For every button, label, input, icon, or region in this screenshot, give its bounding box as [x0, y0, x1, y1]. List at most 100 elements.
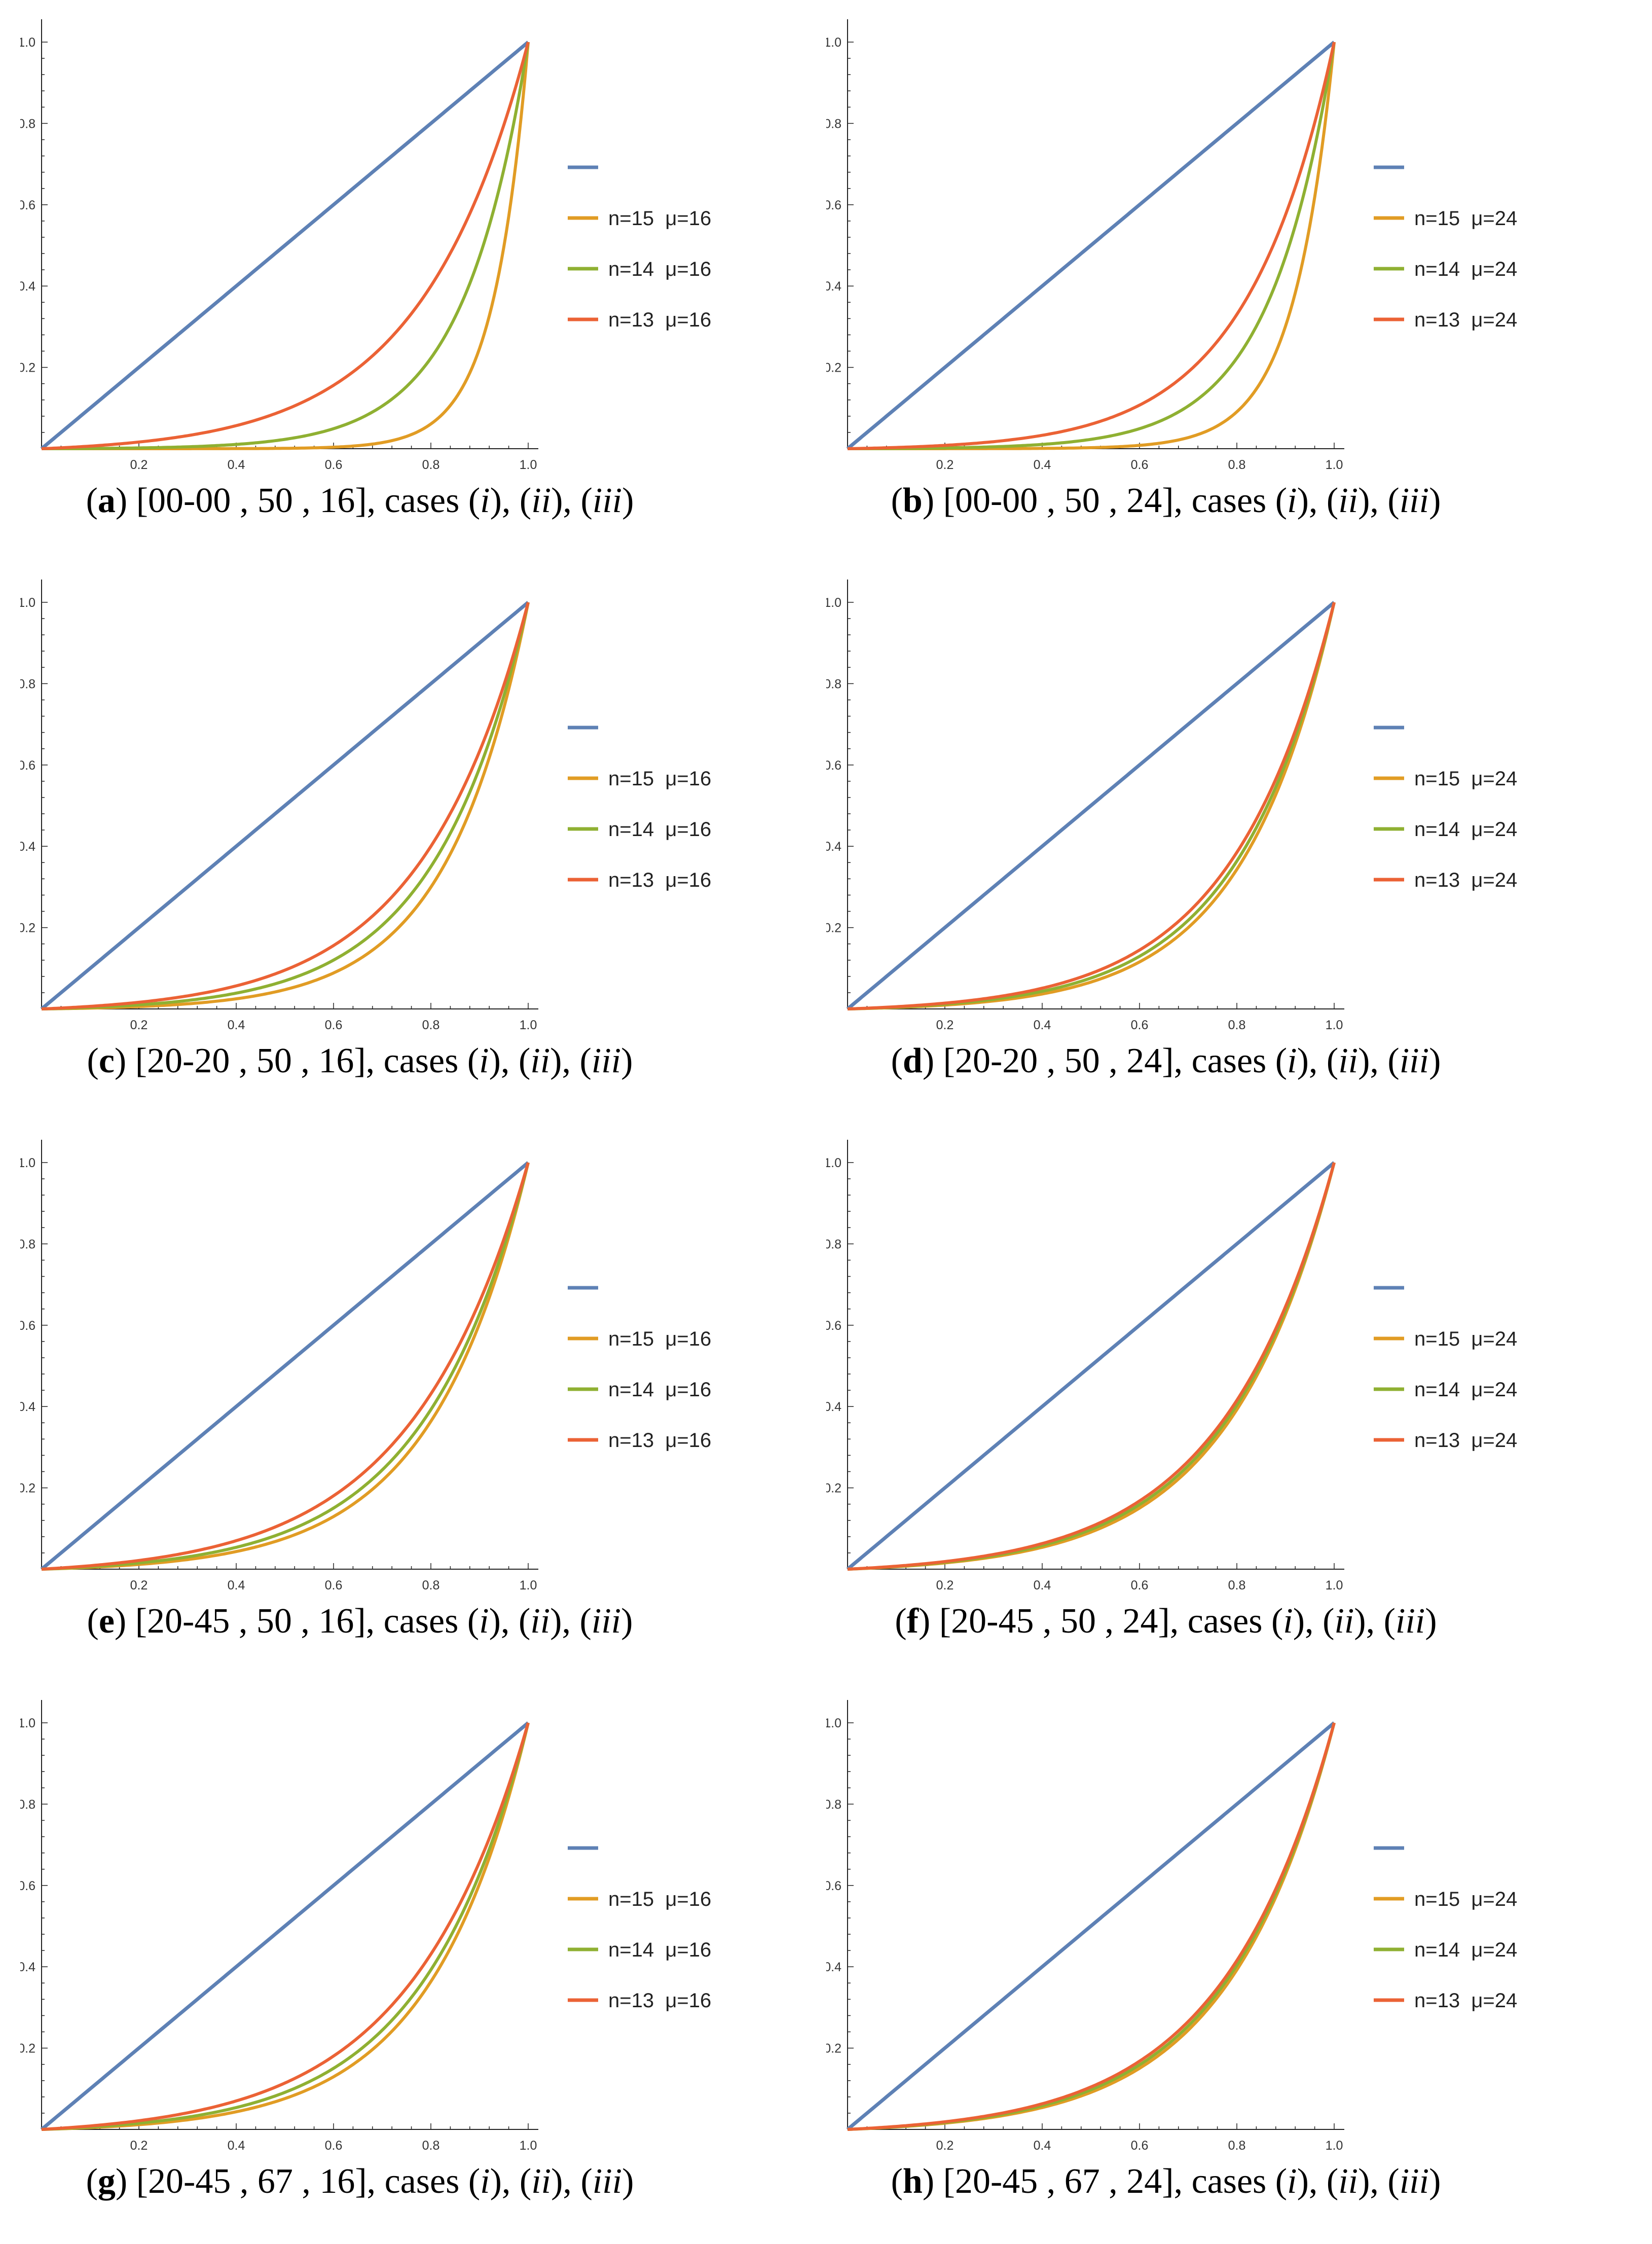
- y-tick-label: 0.4: [20, 1400, 35, 1414]
- x-tick-label: 0.4: [228, 2139, 245, 2153]
- legend-label-2: n=14 μ=24: [1414, 1939, 1517, 1961]
- series-line-2: [42, 42, 530, 450]
- y-tick-label: 0.4: [20, 1960, 35, 1974]
- y-tick-label: 0.2: [20, 921, 35, 935]
- series-line-2: [41, 1722, 530, 2131]
- legend-label-1: n=15 μ=24: [1414, 768, 1517, 790]
- series-line-3: [847, 602, 1336, 1010]
- caption-text: ) [20-45 , 67 , 16], cases: [115, 2162, 468, 2201]
- y-tick-label: 0.2: [826, 1481, 841, 1496]
- x-tick-label: 0.4: [1034, 1018, 1051, 1032]
- series-line-0: [846, 1161, 1336, 1571]
- plot-svg: 0.2 0.4 0.6 0.8 1.0 0.2 0.4 0.6 0.8 1.0 n=15 μ=24 n…: [826, 1700, 1517, 2153]
- legend-label-2: n=14 μ=24: [1414, 1379, 1517, 1401]
- series-line-2: [41, 1162, 530, 1571]
- legend-label-2: n=14 μ=24: [1414, 818, 1517, 841]
- legend-label-3: n=13 μ=16: [608, 1429, 711, 1452]
- legend-label-1: n=15 μ=24: [1414, 207, 1517, 230]
- caption-letter: g: [97, 2162, 116, 2201]
- series-line-0: [846, 41, 1336, 450]
- caption-text: ) [20-20 , 50 , 24], cases: [922, 1041, 1275, 1080]
- y-tick-label: 1.0: [826, 1156, 841, 1170]
- y-tick-label: 0.8: [20, 1797, 35, 1812]
- series-line-3: [41, 602, 530, 1010]
- series-line-0: [846, 601, 1336, 1010]
- x-tick-label: 0.2: [936, 458, 954, 472]
- chart-panel-f: 0.2 0.4 0.6 0.8 1.0 0.2 0.4 0.6 0.8 1.0 n=15 μ=24 n…: [826, 1120, 1647, 1678]
- y-tick-label: 0.8: [20, 1237, 35, 1251]
- y-tick-label: 0.6: [20, 758, 35, 773]
- x-tick-label: 0.6: [325, 1018, 343, 1032]
- x-tick-label: 0.4: [228, 1018, 245, 1032]
- x-tick-label: 0.6: [1131, 1018, 1149, 1032]
- y-tick-label: 0.8: [20, 677, 35, 691]
- caption-letter: d: [902, 1041, 923, 1080]
- x-tick-label: 0.4: [228, 1578, 245, 1592]
- figure-caption: (c) [20-20 , 50 , 16], cases (i), (ii), …: [87, 1041, 633, 1080]
- y-tick-label: 0.6: [20, 1879, 35, 1893]
- caption-letter: h: [902, 2162, 923, 2201]
- figure-caption: (g) [20-45 , 67 , 16], cases (i), (ii), …: [86, 2162, 634, 2201]
- x-tick-label: 1.0: [520, 1578, 537, 1592]
- series-line-0: [40, 1161, 530, 1571]
- series-line-0: [40, 601, 530, 1010]
- series-line-0: [40, 1721, 530, 2131]
- caption-text: ) [20-20 , 50 , 16], cases: [114, 1041, 467, 1080]
- chart-panel-g: 0.2 0.4 0.6 0.8 1.0 0.2 0.4 0.6 0.8 1.0 n=15 μ=16 n…: [20, 1681, 841, 2238]
- x-tick-label: 1.0: [520, 2139, 537, 2153]
- chart-panel-e: 0.2 0.4 0.6 0.8 1.0 0.2 0.4 0.6 0.8 1.0 n=15 μ=16 n…: [20, 1120, 841, 1678]
- legend-label-1: n=15 μ=16: [608, 768, 711, 790]
- series-line-3: [847, 1722, 1336, 2131]
- x-tick-label: 1.0: [520, 1018, 537, 1032]
- legend-label-2: n=14 μ=16: [608, 258, 711, 280]
- plot-svg: 0.2 0.4 0.6 0.8 1.0 0.2 0.4 0.6 0.8 1.0 n=15 μ=24 n…: [826, 580, 1517, 1032]
- legend-label-3: n=13 μ=24: [1414, 1989, 1517, 2012]
- y-tick-label: 0.6: [826, 1319, 841, 1333]
- x-tick-label: 0.8: [422, 458, 440, 472]
- legend-label-1: n=15 μ=16: [608, 207, 711, 230]
- y-tick-label: 0.2: [20, 2042, 35, 2056]
- x-tick-label: 0.2: [130, 1578, 148, 1592]
- legend-label-3: n=13 μ=24: [1414, 309, 1517, 331]
- x-tick-label: 1.0: [1326, 1578, 1343, 1592]
- x-tick-label: 0.8: [422, 1578, 440, 1592]
- series-line-3: [41, 1722, 530, 2131]
- y-tick-label: 0.4: [826, 1400, 841, 1414]
- plot-svg: 0.2 0.4 0.6 0.8 1.0 0.2 0.4 0.6 0.8 1.0 n=15 μ=16 n…: [20, 1140, 711, 1592]
- y-tick-label: 0.2: [20, 1481, 35, 1496]
- caption-text: ) [00-00 , 50 , 16], cases: [115, 481, 468, 520]
- x-tick-label: 0.4: [1034, 2139, 1051, 2153]
- series-line-3: [847, 1162, 1336, 1571]
- caption-text: ) [00-00 , 50 , 24], cases: [922, 481, 1275, 520]
- y-tick-label: 0.8: [20, 117, 35, 131]
- x-tick-label: 0.8: [1228, 1018, 1246, 1032]
- legend-label-3: n=13 μ=24: [1414, 1429, 1517, 1452]
- x-tick-label: 0.2: [130, 1018, 148, 1032]
- y-tick-label: 0.4: [826, 840, 841, 854]
- caption-letter: c: [98, 1041, 115, 1080]
- legend-label-1: n=15 μ=16: [608, 1888, 711, 1910]
- y-tick-label: 1.0: [826, 596, 841, 610]
- series-line-3: [41, 42, 530, 450]
- x-tick-label: 0.2: [936, 2139, 954, 2153]
- series-line-3: [847, 42, 1336, 450]
- series-line-0: [40, 41, 530, 450]
- x-tick-label: 1.0: [520, 458, 537, 472]
- y-tick-label: 0.2: [20, 361, 35, 375]
- x-tick-label: 0.6: [1131, 458, 1149, 472]
- y-tick-label: 1.0: [826, 1716, 841, 1730]
- x-tick-label: 0.8: [1228, 2139, 1246, 2153]
- y-tick-label: 1.0: [826, 35, 841, 50]
- series-line-0: [846, 1721, 1336, 2131]
- y-tick-label: 1.0: [20, 35, 35, 50]
- x-tick-label: 0.2: [936, 1578, 954, 1592]
- y-tick-label: 0.6: [20, 198, 35, 212]
- y-tick-label: 0.4: [20, 840, 35, 854]
- x-tick-label: 0.6: [325, 2139, 343, 2153]
- caption-letter: e: [98, 1602, 115, 1641]
- x-tick-label: 0.6: [1131, 1578, 1149, 1592]
- y-tick-label: 0.4: [826, 279, 841, 294]
- legend-label-2: n=14 μ=16: [608, 818, 711, 841]
- caption-letter: a: [97, 481, 116, 520]
- figure-caption: (e) [20-45 , 50 , 16], cases (i), (ii), …: [87, 1602, 633, 1641]
